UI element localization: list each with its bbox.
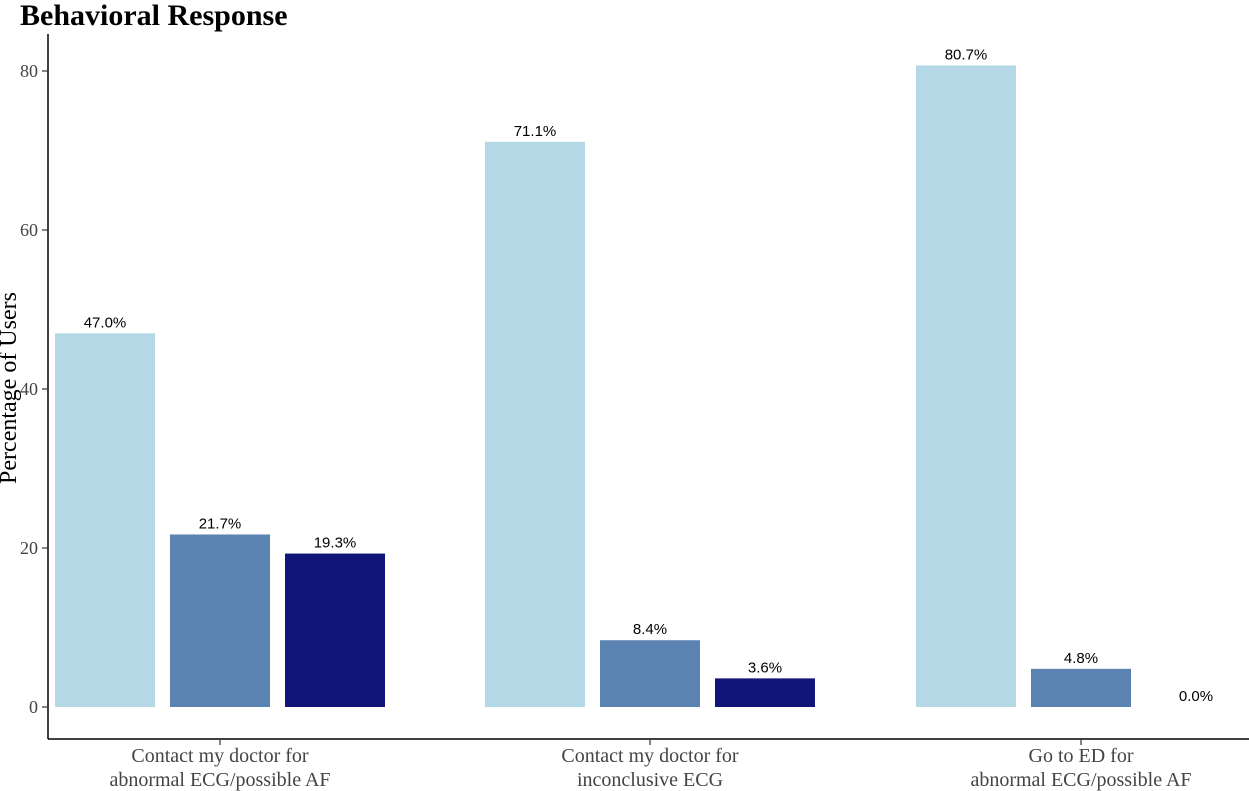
bar [600, 640, 700, 707]
x-tick-label: Go to ED for [1029, 745, 1134, 767]
x-tick-label: inconclusive ECG [577, 769, 723, 791]
data-label: 4.8% [1064, 650, 1098, 667]
y-tick-label: 40 [20, 379, 38, 399]
x-tick-label: Contact my doctor for [131, 745, 309, 767]
bar [55, 333, 155, 707]
y-tick-label: 60 [20, 220, 38, 240]
data-label: 71.1% [514, 123, 557, 140]
y-tick-label: 20 [20, 538, 38, 558]
y-tick-label: 80 [20, 61, 38, 81]
data-label: 8.4% [633, 621, 667, 638]
chart-title: Behavioral Response [20, 0, 288, 32]
bars-group [55, 65, 1131, 707]
data-label: 19.3% [314, 535, 357, 552]
y-axis-label: Percentage of Users [0, 292, 22, 484]
data-label: 21.7% [199, 515, 242, 532]
x-tick-label: abnormal ECG/possible AF [970, 769, 1191, 791]
bar [485, 141, 585, 707]
bar [170, 534, 270, 707]
data-label: 80.7% [945, 46, 988, 63]
bar [1031, 668, 1131, 707]
data-labels-group: 47.0% 71.1% 80.7% 21.7% 8.4% 4.8% 19.3% 3.6% 0.0… [84, 46, 1213, 705]
data-label: 47.0% [84, 314, 127, 331]
bar [715, 678, 815, 707]
y-tick-label: 0 [29, 697, 38, 717]
bar [916, 65, 1016, 707]
x-tick-label: abnormal ECG/possible AF [109, 769, 330, 791]
y-axis-ticks: 0 20 40 60 80 [20, 61, 48, 717]
data-label: 3.6% [748, 659, 782, 676]
data-label: 0.0% [1179, 688, 1213, 705]
bar [285, 553, 385, 707]
x-tick-label: Contact my doctor for [561, 745, 739, 767]
